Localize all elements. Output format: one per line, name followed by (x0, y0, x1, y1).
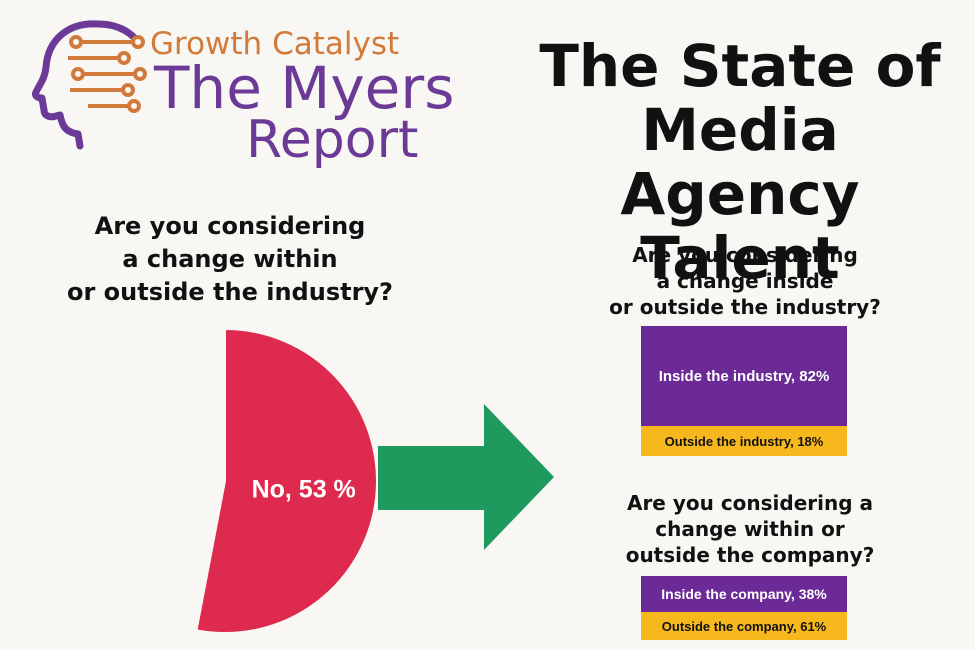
bar-segment-inside-company: Inside the company, 38% (641, 576, 847, 612)
pie-chart: Yes, 47%No, 53 % (195, 327, 378, 634)
page-title-line: Agency Talent (620, 160, 860, 292)
page-title-line: The State of (539, 32, 941, 100)
company-stacked-bar: Inside the company, 38% Outside the comp… (641, 576, 847, 640)
industry-title-line: or outside the industry? (609, 295, 881, 319)
page-title-line: Media (641, 96, 839, 164)
company-chart-title: Are you considering a change within or o… (600, 490, 900, 568)
pie-title-line: a change within (122, 245, 338, 273)
right-arrow-icon (378, 404, 554, 550)
logo-text-report: Report (246, 110, 419, 170)
pie-title-line: or outside the industry? (67, 278, 393, 306)
head-circuit-icon (32, 20, 147, 150)
industry-title-line: a change inside (656, 269, 834, 293)
logo: Growth Catalyst The Myers Report (28, 12, 454, 172)
pie-label-no: No, 53 % (252, 475, 356, 503)
bar-segment-outside-company: Outside the company, 61% (641, 612, 847, 640)
company-title-line: outside the company? (625, 543, 875, 567)
pie-slice-no (195, 327, 378, 634)
company-title-line: change within or (655, 517, 845, 541)
logo-text-the-myers: The Myers (154, 54, 455, 122)
pie-title-line: Are you considering (94, 212, 366, 240)
industry-chart-title: Are you considering a change inside or o… (595, 242, 895, 320)
bar-segment-outside-industry: Outside the industry, 18% (641, 426, 847, 456)
industry-stacked-bar: Inside the industry, 82% Outside the ind… (641, 326, 847, 456)
page-title: The State of Media Agency Talent (520, 34, 960, 290)
pie-chart-title: Are you considering a change within or o… (60, 210, 400, 309)
logo-text-growth-catalyst: Growth Catalyst (150, 26, 400, 62)
industry-title-line: Are you considering (632, 243, 858, 267)
bar-segment-inside-industry: Inside the industry, 82% (641, 326, 847, 426)
company-title-line: Are you considering a (626, 491, 874, 515)
